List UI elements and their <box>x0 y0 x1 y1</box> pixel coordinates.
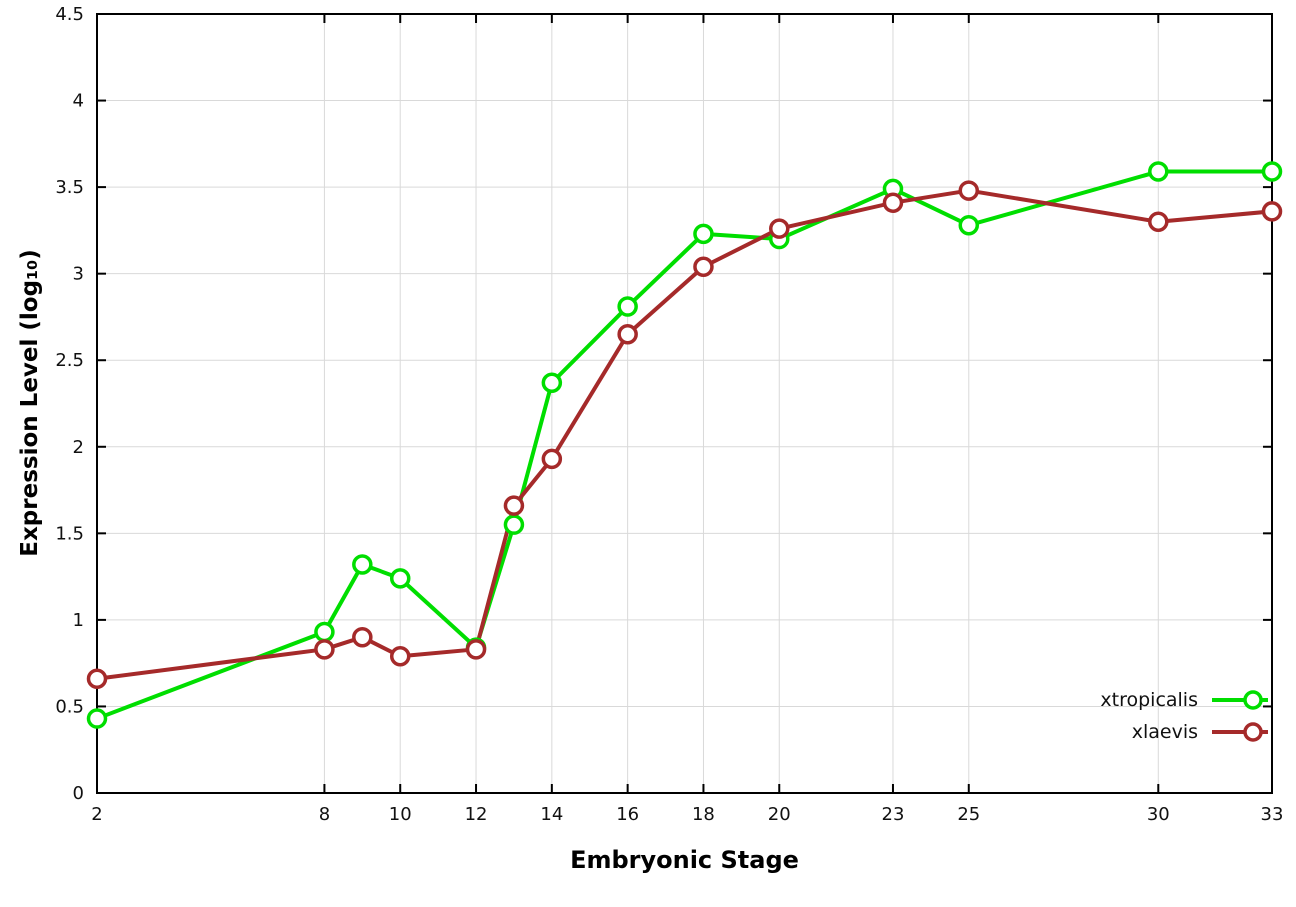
y-tick-label: 0 <box>73 783 84 804</box>
data-point-xtropicalis <box>693 223 714 245</box>
data-point-xlaevis <box>352 626 373 648</box>
data-point-xlaevis <box>958 180 980 201</box>
x-tick-label: 18 <box>692 804 715 825</box>
data-point-xtropicalis <box>541 372 563 393</box>
y-tick-label: 3 <box>73 264 84 285</box>
series-line-xtropicalis <box>95 169 1274 721</box>
legend-label: xtropicalis <box>1100 689 1198 711</box>
x-tick-label: 10 <box>389 804 412 825</box>
data-point-xtropicalis <box>958 214 980 236</box>
y-tick-label: 0.5 <box>55 696 84 717</box>
legend-line-marker-icon <box>1212 690 1268 710</box>
y-tick-label: 2.5 <box>55 350 84 371</box>
y-tick-label: 1.5 <box>55 523 84 544</box>
data-point-xtropicalis <box>1261 161 1283 182</box>
data-point-xtropicalis <box>314 621 335 643</box>
x-tick-label: 20 <box>768 804 791 825</box>
x-tick-label: 23 <box>882 804 905 825</box>
plot-border <box>96 13 1273 794</box>
legend: xtropicalis xlaevis <box>1100 688 1270 744</box>
data-point-xlaevis <box>314 639 335 660</box>
y-tick-label: 1 <box>73 610 84 631</box>
data-point-xtropicalis <box>617 296 638 317</box>
x-tick-label: 16 <box>616 804 639 825</box>
x-tick-label: 12 <box>465 804 488 825</box>
data-point-xlaevis <box>693 256 714 277</box>
y-tick-label: 4 <box>73 91 84 112</box>
legend-label: xlaevis <box>1131 721 1198 743</box>
legend-line-marker-icon <box>1212 722 1268 742</box>
x-axis-label: Embryonic Stage <box>570 846 799 874</box>
x-tick-label: 2 <box>91 804 102 825</box>
data-point-xtropicalis <box>352 554 373 575</box>
data-point-xlaevis <box>503 495 525 516</box>
y-tick-label: 4.5 <box>55 4 84 25</box>
y-tick-label: 2 <box>73 437 84 458</box>
data-point-xtropicalis <box>1148 161 1169 182</box>
data-point-xtropicalis <box>86 708 108 729</box>
data-point-xlaevis <box>465 639 487 660</box>
y-tick-label: 3.5 <box>55 177 84 198</box>
x-tick-label: 8 <box>319 804 330 825</box>
series-line-xlaevis <box>95 188 1274 681</box>
x-tick-label: 25 <box>957 804 980 825</box>
data-point-xlaevis <box>1261 201 1283 222</box>
legend-item-xlaevis: xlaevis <box>1132 720 1270 744</box>
data-point-xlaevis <box>86 668 108 689</box>
data-point-xlaevis <box>882 192 904 213</box>
data-point-xlaevis <box>541 448 563 470</box>
x-tick-label: 30 <box>1147 804 1170 825</box>
data-point-xtropicalis <box>503 514 525 535</box>
legend-item-xtropicalis: xtropicalis <box>1100 688 1270 712</box>
data-point-xlaevis <box>1148 211 1169 232</box>
x-tick-label: 33 <box>1261 804 1284 825</box>
data-point-xlaevis <box>769 218 790 239</box>
data-point-xtropicalis <box>389 568 411 589</box>
data-point-xlaevis <box>617 324 638 345</box>
x-tick-label: 14 <box>540 804 563 825</box>
y-axis-label: Expression Level (log₁₀) <box>17 249 43 557</box>
data-point-xlaevis <box>389 645 411 667</box>
